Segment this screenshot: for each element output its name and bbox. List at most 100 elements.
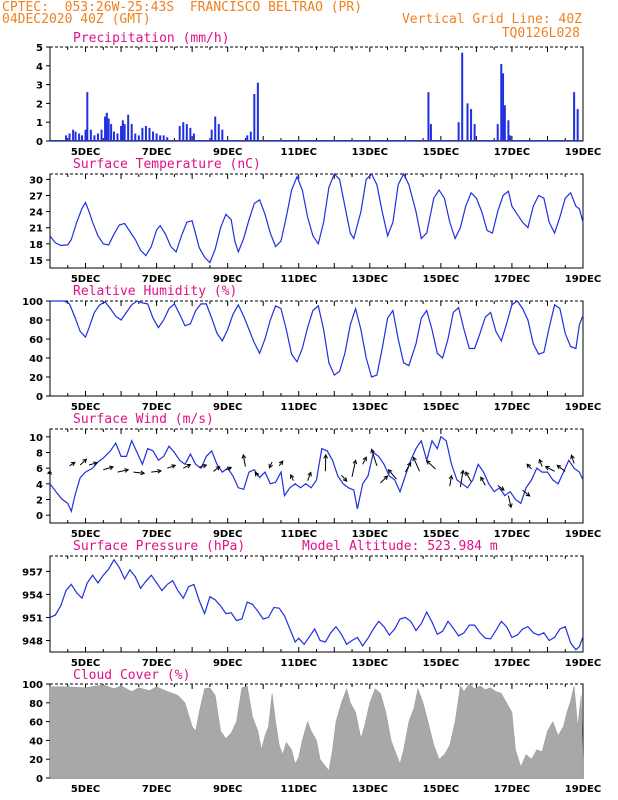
y-tick-label: 4 [36, 62, 43, 73]
precip-bar [178, 125, 181, 141]
y-tick-label: 100 [22, 680, 43, 691]
wind-arrowhead [278, 460, 284, 466]
y-tick-label: 5 [36, 43, 43, 54]
x-tick-label: 5DEC [71, 529, 100, 540]
cloud-area [49, 683, 584, 779]
precip-bar [189, 127, 192, 141]
x-tick-label: 17DEC [494, 784, 530, 795]
wind-arrowhead [109, 465, 115, 471]
panel-frame [49, 428, 584, 524]
wind-arrowhead [46, 470, 52, 475]
wind-vector [570, 455, 575, 464]
precip-bar [130, 124, 133, 141]
panel-subtitle: Model Altitude: 523.984 m [302, 539, 498, 554]
precip-bar [466, 103, 469, 141]
x-tick-label: 13DEC [352, 658, 388, 669]
wind-arrowhead [202, 463, 208, 469]
wind-arrowhead [570, 454, 575, 460]
precip-bar [127, 114, 130, 141]
y-tick-label: 21 [29, 224, 43, 235]
wind-vector [290, 474, 294, 481]
y-tick-label: 100 [22, 297, 43, 308]
grid-line-label: Vertical Grid Line: 40Z [401, 12, 582, 27]
wind-arrowhead [289, 473, 295, 479]
x-tick-label: 7DEC [142, 402, 171, 413]
y-tick-label: 2 [36, 496, 43, 507]
x-tick-label: 5DEC [71, 147, 100, 158]
x-tick-label: 17DEC [494, 658, 530, 669]
x-tick-label: 17DEC [494, 529, 530, 540]
wind-arrowhead [93, 461, 99, 466]
y-tick-label: 80 [29, 316, 43, 327]
y-tick-label: 60 [29, 718, 43, 729]
precip-bar [246, 135, 249, 141]
panel-frame [49, 173, 584, 269]
y-tick-label: 40 [29, 736, 43, 747]
wind-arrowhead [362, 456, 367, 462]
x-tick-label: 11DEC [281, 402, 317, 413]
precip-bar [105, 112, 108, 141]
y-tick-label: 20 [29, 373, 43, 384]
wind-vector [412, 456, 421, 472]
y-tick-label: 2 [36, 99, 43, 110]
wind-vector [268, 461, 273, 468]
wind-vector [556, 465, 566, 472]
precip-bar [573, 92, 576, 141]
wind-vector [526, 463, 532, 470]
x-tick-label: 19DEC [565, 147, 601, 158]
wind-arrowhead [480, 476, 485, 482]
x-tick-label: 15DEC [423, 274, 459, 285]
wind-vector [79, 458, 87, 466]
wind-arrowhead [499, 486, 505, 491]
wind-vector [117, 469, 129, 473]
x-tick-label: 15DEC [423, 658, 459, 669]
precip-bar [89, 129, 92, 141]
precip-bar [110, 124, 113, 141]
precip-bar [120, 125, 123, 141]
wind-vector [465, 471, 472, 482]
precip-bar [121, 120, 124, 141]
y-tick-label: 18 [29, 240, 43, 251]
wind-arrowhead [352, 459, 358, 465]
wind-vector [480, 476, 486, 486]
wind-arrowhead [70, 461, 76, 467]
wind-arrowhead [254, 471, 260, 477]
wind-arrowhead [544, 466, 550, 471]
precip-bar [496, 124, 499, 141]
panel-title: Cloud Cover (%) [73, 668, 190, 683]
y-tick-label: 951 [22, 613, 43, 624]
wind-vector [522, 489, 531, 497]
x-tick-label: 11DEC [281, 147, 317, 158]
precip-bar [112, 131, 115, 141]
x-tick-label: 11DEC [281, 658, 317, 669]
wind-arrowhead [526, 463, 531, 469]
x-tick-label: 9DEC [213, 402, 242, 413]
x-tick-label: 11DEC [281, 529, 317, 540]
wind-arrowhead [465, 471, 470, 477]
precip-bar [116, 133, 119, 141]
x-tick-label: 15DEC [423, 784, 459, 795]
y-tick-label: 957 [22, 567, 43, 578]
precip-bar [72, 129, 75, 141]
wind-vector [213, 466, 220, 472]
wind-arrowhead [82, 458, 88, 464]
wind-vector [459, 470, 464, 488]
station-header: CPTEC: 053:26W-25:43S FRANCISCO BELTRAO … [2, 0, 363, 15]
precip-bar [96, 133, 99, 141]
precip-bar [500, 63, 503, 141]
wind-arrowhead [215, 465, 221, 471]
series-line [50, 300, 584, 378]
precip-bar [107, 118, 110, 141]
panel-title: Surface Temperature (nC) [73, 157, 261, 172]
wind-vector [404, 462, 412, 473]
wind-arrowhead [241, 453, 247, 459]
x-tick-label: 9DEC [213, 147, 242, 158]
wind-arrowhead [525, 492, 531, 497]
precip-bar [185, 124, 188, 141]
precip-bar [502, 73, 505, 141]
wind-arrowhead [556, 464, 562, 470]
y-tick-label: 948 [22, 636, 43, 647]
x-tick-label: 13DEC [352, 147, 388, 158]
precip-bar [134, 133, 137, 141]
